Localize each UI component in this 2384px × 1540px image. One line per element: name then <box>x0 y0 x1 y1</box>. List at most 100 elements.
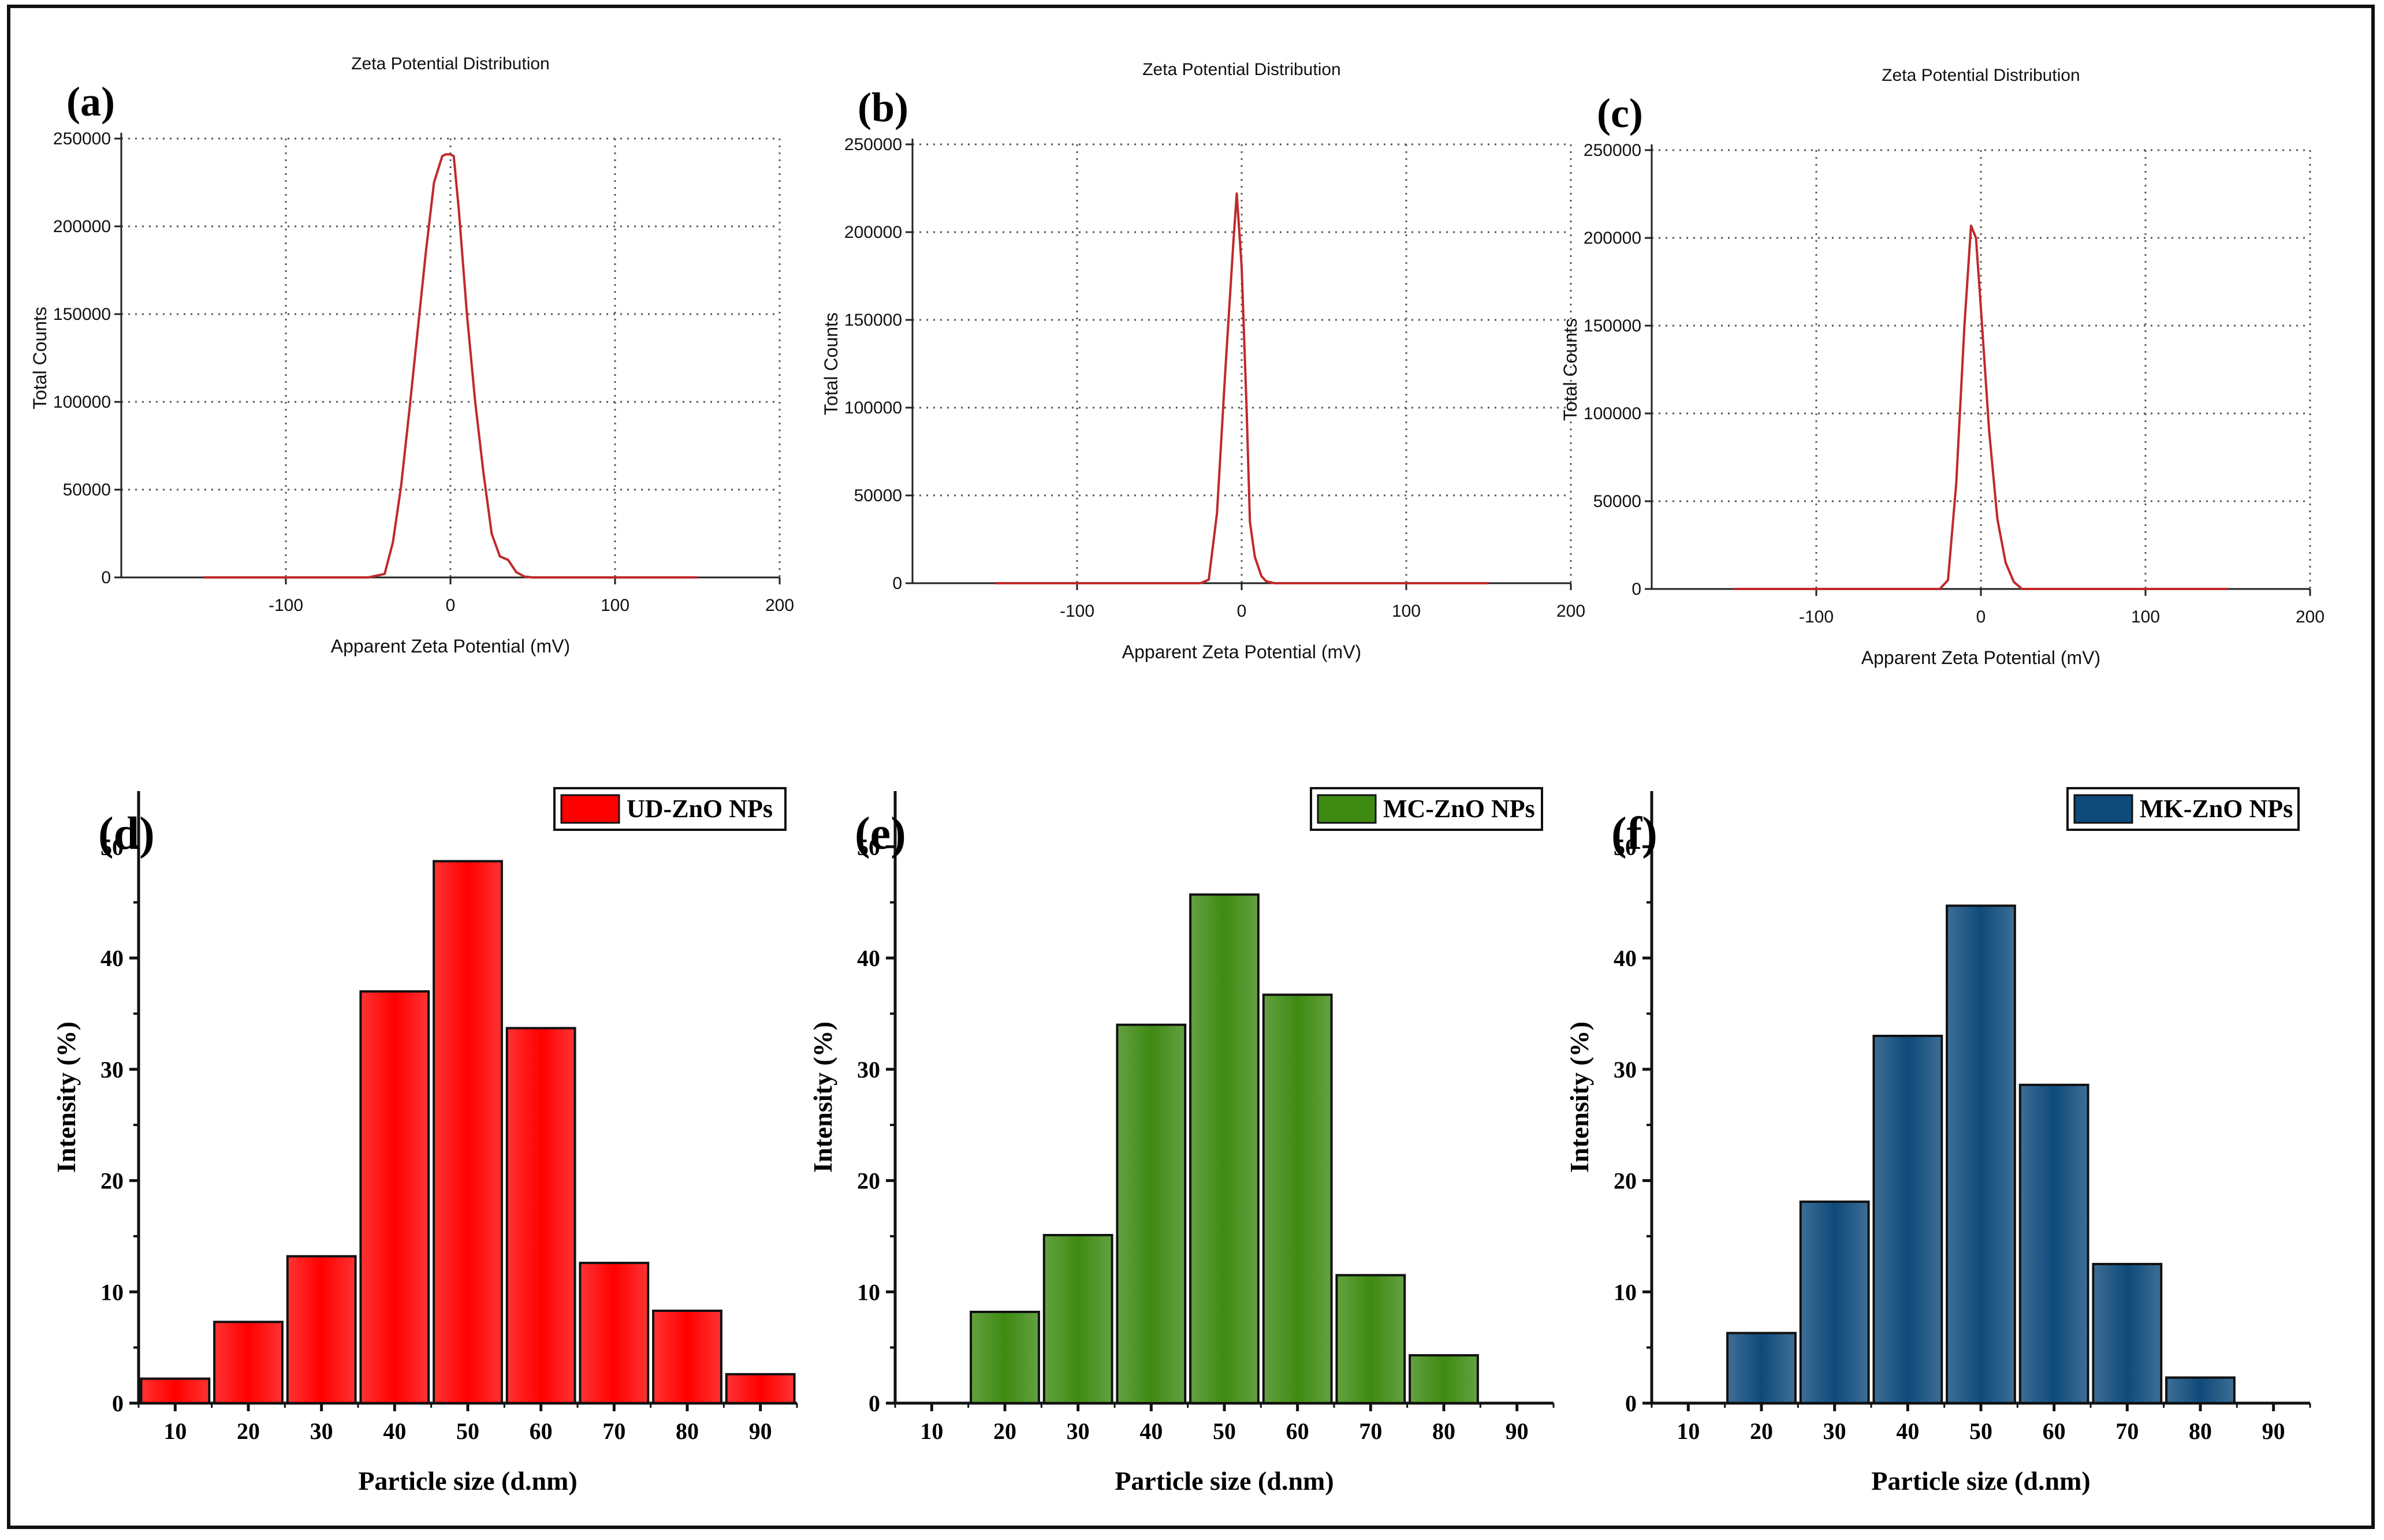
y-tick-label: 30 <box>100 1057 124 1083</box>
x-axis-label: Particle size (d.nm) <box>358 1466 577 1496</box>
x-tick-label: -100 <box>1060 602 1094 621</box>
x-tick-label: 70 <box>602 1418 625 1444</box>
bar <box>140 1377 211 1404</box>
x-tick-label: 0 <box>1237 602 1247 621</box>
zeta-chart-c: Zeta Potential Distribution(c)0500001000… <box>1560 66 2325 668</box>
bar <box>505 1027 576 1404</box>
bar <box>2165 1376 2236 1405</box>
y-tick-label: 100000 <box>1584 404 1641 423</box>
bar <box>1335 1274 1406 1405</box>
x-tick-label: 50 <box>1969 1418 1992 1444</box>
legend-swatch <box>1317 794 1377 824</box>
legend-label: MK-ZnO NPs <box>2140 795 2293 823</box>
panel-label: (f) <box>1611 808 1657 859</box>
x-tick-label: 100 <box>2131 607 2160 627</box>
bar <box>359 990 430 1404</box>
x-axis-label: Particle size (d.nm) <box>1115 1466 1333 1496</box>
x-axis-label: Apparent Zeta Potential (mV) <box>1122 642 1361 662</box>
chart-title: Zeta Potential Distribution <box>1142 60 1341 79</box>
y-tick-label: 30 <box>1614 1057 1637 1083</box>
x-tick-label: 20 <box>237 1418 260 1444</box>
bar <box>2018 1083 2089 1404</box>
x-tick-label: 90 <box>2262 1418 2285 1444</box>
y-tick-label: 0 <box>869 1390 880 1416</box>
x-tick-label: 80 <box>1432 1418 1455 1444</box>
zeta-chart-b: Zeta Potential Distribution(b)0500001000… <box>821 60 1585 662</box>
y-axis-label: Total Counts <box>29 307 50 409</box>
x-tick-label: 70 <box>2115 1418 2139 1444</box>
chart-title: Zeta Potential Distribution <box>351 54 550 73</box>
bar-chart-e: 0 10 20 30 40 50 10 20 30 40 50 60 70 80 90 (e) MC-ZnO N… <box>808 787 1555 1496</box>
x-tick-label: 70 <box>1359 1418 1382 1444</box>
y-tick-label: 150000 <box>844 311 902 330</box>
y-tick-label: 200000 <box>844 223 902 242</box>
y-tick-label: 40 <box>100 945 124 971</box>
x-tick-label: 20 <box>993 1418 1016 1444</box>
y-tick-label: 50 <box>857 834 880 860</box>
y-tick-label: 10 <box>1614 1279 1637 1305</box>
y-tick-label: 0 <box>1631 580 1641 599</box>
bar <box>1189 893 1260 1404</box>
zeta-distribution-line <box>994 192 1489 584</box>
zeta-distribution-line <box>1734 224 2228 590</box>
bar <box>970 1310 1040 1404</box>
y-tick-label: 10 <box>100 1279 124 1305</box>
bar <box>1042 1233 1113 1404</box>
x-tick-label: 50 <box>1213 1418 1236 1444</box>
x-tick-label: 0 <box>446 596 456 615</box>
x-tick-label: 60 <box>1286 1418 1309 1444</box>
panel-label: (b) <box>858 84 908 130</box>
y-axis-label: Intensity (%) <box>51 1021 81 1173</box>
y-tick-label: 50000 <box>1593 492 1641 511</box>
bar <box>1799 1200 1870 1404</box>
x-tick-label: 40 <box>1139 1418 1163 1444</box>
x-tick-label: 40 <box>383 1418 406 1444</box>
legend-label: MC-ZnO NPs <box>1383 795 1535 823</box>
y-tick-label: 100000 <box>53 393 111 412</box>
zeta-chart-a: Zeta Potential Distribution(a)0500001000… <box>29 54 794 657</box>
y-tick-label: 150000 <box>1584 316 1641 335</box>
bar-chart-f: 0 10 20 30 40 50 10 20 30 40 50 60 70 80 90 (f) MK-ZnO N… <box>1564 787 2311 1496</box>
y-tick-label: 50 <box>100 834 124 860</box>
y-tick-label: 10 <box>857 1279 880 1305</box>
y-tick-label: 20 <box>857 1168 880 1194</box>
x-tick-label: 40 <box>1896 1418 1919 1444</box>
x-tick-label: 10 <box>1677 1418 1700 1444</box>
y-tick-label: 0 <box>1625 1390 1637 1416</box>
y-tick-label: 40 <box>1614 945 1637 971</box>
y-axis-label: Intensity (%) <box>1564 1021 1594 1173</box>
x-tick-label: 100 <box>601 596 629 615</box>
x-tick-label: 20 <box>1750 1418 1773 1444</box>
y-tick-label: 50000 <box>854 486 902 505</box>
x-tick-label: 10 <box>920 1418 943 1444</box>
x-tick-label: 200 <box>765 596 794 615</box>
bar <box>652 1310 722 1405</box>
x-tick-label: 90 <box>1506 1418 1529 1444</box>
x-tick-label: 10 <box>163 1418 187 1444</box>
x-tick-label: 100 <box>1392 602 1421 621</box>
chart-title: Zeta Potential Distribution <box>1882 66 2080 85</box>
bar <box>1872 1035 1943 1404</box>
y-tick-label: 200000 <box>1584 229 1641 248</box>
y-tick-label: 0 <box>892 574 902 593</box>
x-tick-label: 50 <box>456 1418 479 1444</box>
y-axis-label: Intensity (%) <box>808 1021 837 1173</box>
x-axis-label: Particle size (d.nm) <box>1871 1466 2090 1496</box>
bar-chart-d: 0 10 20 30 40 50 10 20 30 40 50 60 70 80 90 (d) UD-ZnO N… <box>51 787 798 1496</box>
panel-label: (d) <box>98 808 155 859</box>
y-tick-label: 0 <box>101 568 111 587</box>
bar <box>2092 1263 2163 1404</box>
y-tick-label: 0 <box>112 1390 124 1416</box>
bar <box>1946 904 2016 1404</box>
y-tick-label: 100000 <box>844 398 902 417</box>
x-axis-label: Apparent Zeta Potential (mV) <box>331 636 570 657</box>
panel-label: (e) <box>855 808 906 859</box>
y-tick-label: 20 <box>100 1168 124 1194</box>
legend-swatch <box>2073 794 2133 824</box>
bar <box>1116 1023 1187 1404</box>
bar <box>1262 993 1333 1404</box>
y-tick-label: 50000 <box>63 480 111 499</box>
y-tick-label: 20 <box>1614 1168 1637 1194</box>
x-tick-label: -100 <box>1799 607 1834 627</box>
y-tick-label: 30 <box>857 1057 880 1083</box>
